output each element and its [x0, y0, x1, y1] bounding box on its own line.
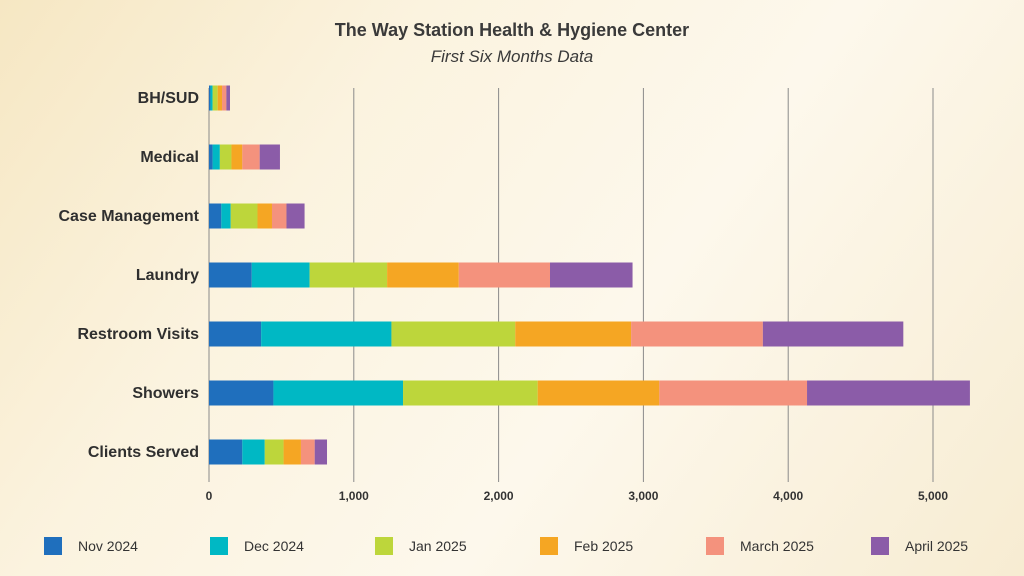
- bar-laundry-march-2025: [458, 262, 551, 288]
- bar-medical-jan-2025: [219, 144, 232, 170]
- legend-label: Nov 2024: [78, 538, 138, 554]
- bar-laundry-feb-2025: [387, 262, 459, 288]
- bar-case-management-april-2025: [286, 203, 305, 229]
- bar-showers-nov-2024: [209, 380, 274, 406]
- bar-restroom-visits-nov-2024: [209, 321, 262, 347]
- bar-clients-served-nov-2024: [209, 439, 243, 465]
- bar-case-management-nov-2024: [209, 203, 222, 229]
- legend-swatch: [706, 537, 724, 555]
- bar-medical-march-2025: [242, 144, 260, 170]
- bar-laundry-april-2025: [550, 262, 633, 288]
- chart-subtitle: First Six Months Data: [431, 47, 594, 66]
- legend-label: April 2025: [905, 538, 968, 554]
- bar-restroom-visits-feb-2025: [515, 321, 632, 347]
- legend: Nov 2024 Dec 2024 Jan 2025 Feb 2025 March 20…: [44, 537, 968, 555]
- category-label-case-management: Case Management: [59, 208, 200, 225]
- legend-swatch: [871, 537, 889, 555]
- legend-swatch: [540, 537, 558, 555]
- category-labels: BH/SUD Medical Case Management Laundry Restr…: [59, 90, 200, 461]
- category-label-medical: Medical: [140, 149, 199, 166]
- legend-item-jan-2025: Jan 2025: [375, 537, 467, 555]
- chart-title: The Way Station Health & Hygiene Center: [335, 20, 689, 40]
- bars-layer: [209, 85, 970, 465]
- bar-bh-sud-april-2025: [226, 85, 230, 111]
- x-tick-label: 1,000: [339, 489, 369, 503]
- legend-item-march-2025: March 2025: [706, 537, 814, 555]
- legend-item-feb-2025: Feb 2025: [540, 537, 633, 555]
- bar-bh-sud-march-2025: [222, 85, 227, 111]
- bar-bh-sud-feb-2025: [217, 85, 223, 111]
- legend-label: Jan 2025: [409, 538, 467, 554]
- category-label-clients-served: Clients Served: [88, 444, 199, 461]
- category-label-laundry: Laundry: [136, 267, 199, 284]
- bar-showers-april-2025: [807, 380, 970, 406]
- bar-restroom-visits-april-2025: [762, 321, 904, 347]
- x-tick-label: 4,000: [773, 489, 803, 503]
- bar-bh-sud-jan-2025: [212, 85, 218, 111]
- x-tick-labels: 0 1,000 2,000 3,000 4,000 5,000: [206, 489, 949, 503]
- bar-showers-jan-2025: [403, 380, 538, 406]
- legend-item-april-2025: April 2025: [871, 537, 968, 555]
- bar-case-management-march-2025: [271, 203, 287, 229]
- bar-clients-served-dec-2024: [242, 439, 265, 465]
- bar-clients-served-jan-2025: [264, 439, 284, 465]
- bar-bh-sud-nov-2024: [209, 85, 211, 111]
- legend-label: Dec 2024: [244, 538, 304, 554]
- legend-item-dec-2024: Dec 2024: [210, 537, 304, 555]
- x-tick-label: 3,000: [628, 489, 658, 503]
- legend-label: March 2025: [740, 538, 814, 554]
- bar-restroom-visits-jan-2025: [391, 321, 516, 347]
- bar-medical-dec-2024: [212, 144, 220, 170]
- bar-case-management-jan-2025: [230, 203, 258, 229]
- bar-laundry-dec-2024: [251, 262, 310, 288]
- bar-showers-dec-2024: [273, 380, 404, 406]
- bar-bh-sud-dec-2024: [210, 85, 213, 111]
- bar-case-management-feb-2025: [257, 203, 272, 229]
- category-label-restroom-visits: Restroom Visits: [77, 326, 199, 343]
- category-label-showers: Showers: [132, 385, 199, 402]
- bar-showers-feb-2025: [537, 380, 660, 406]
- bar-restroom-visits-march-2025: [631, 321, 763, 347]
- category-label-bh-sud: BH/SUD: [138, 90, 199, 107]
- bar-medical-feb-2025: [231, 144, 243, 170]
- x-tick-label: 5,000: [918, 489, 948, 503]
- x-tick-label: 0: [206, 489, 213, 503]
- legend-swatch: [44, 537, 62, 555]
- legend-swatch: [375, 537, 393, 555]
- bar-medical-nov-2024: [209, 144, 213, 170]
- bar-medical-april-2025: [259, 144, 280, 170]
- bar-clients-served-feb-2025: [283, 439, 301, 465]
- legend-label: Feb 2025: [574, 538, 633, 554]
- bar-showers-march-2025: [659, 380, 808, 406]
- legend-swatch: [210, 537, 228, 555]
- x-tick-label: 2,000: [484, 489, 514, 503]
- bar-clients-served-march-2025: [300, 439, 315, 465]
- bar-restroom-visits-dec-2024: [261, 321, 392, 347]
- legend-item-nov-2024: Nov 2024: [44, 537, 138, 555]
- bar-case-management-dec-2024: [221, 203, 231, 229]
- bar-laundry-nov-2024: [209, 262, 252, 288]
- bar-laundry-jan-2025: [309, 262, 388, 288]
- bar-clients-served-april-2025: [314, 439, 328, 465]
